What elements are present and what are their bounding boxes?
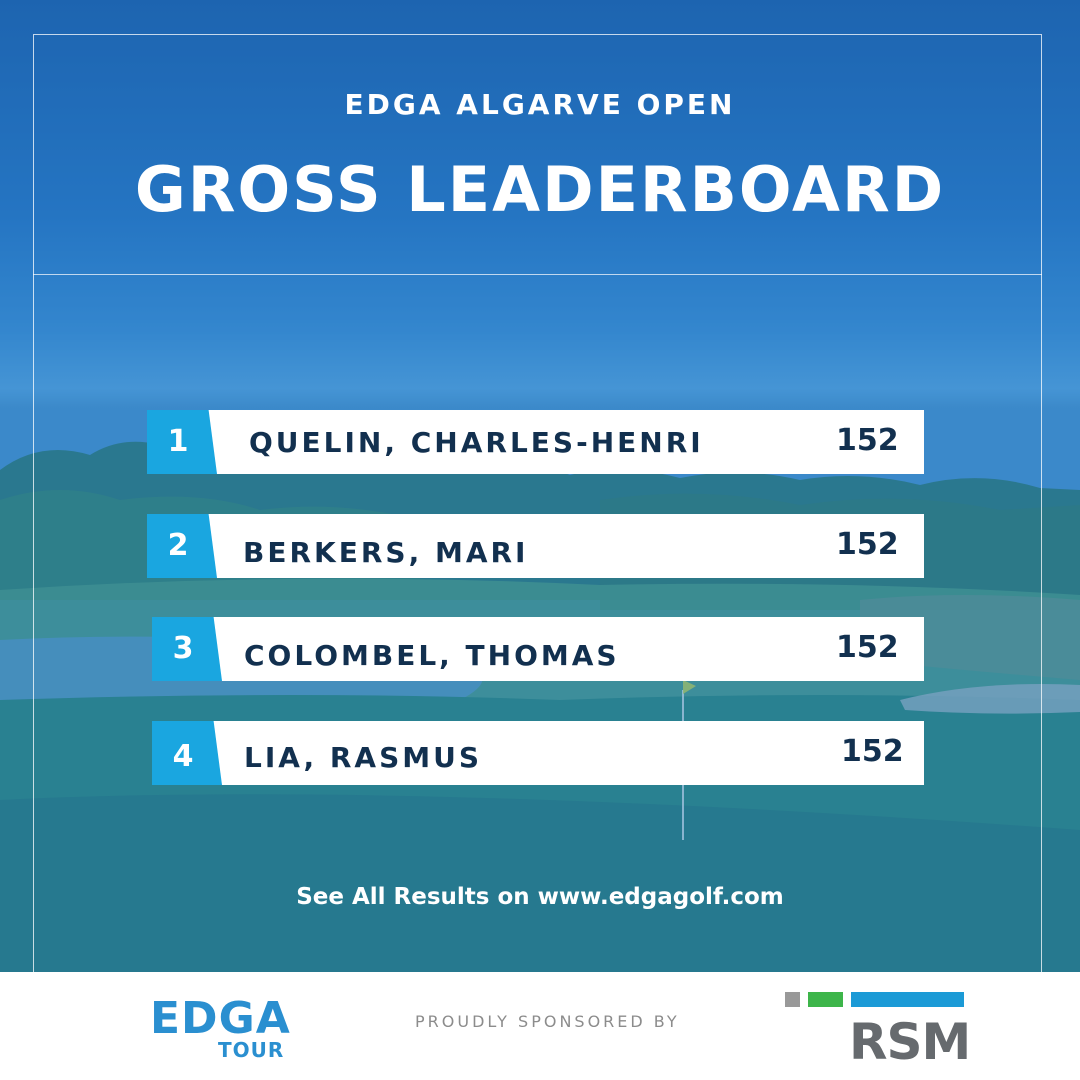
rsm-green-bar	[808, 992, 843, 1007]
results-link[interactable]: See All Results on www.edgagolf.com	[296, 884, 784, 910]
rank-badge	[152, 721, 222, 785]
leaderboard-row: 3 COLOMBEL, THOMAS 152	[152, 617, 924, 681]
rank-number: 4	[172, 739, 194, 774]
player-name: COLOMBEL, THOMAS	[244, 639, 620, 672]
sponsor-label: PROUDLY SPONSORED BY	[415, 1012, 680, 1031]
rsm-logo: RSM	[785, 992, 971, 1072]
row-bar	[152, 617, 924, 681]
player-score: 152	[836, 527, 899, 562]
player-score: 152	[836, 630, 899, 665]
rank-number: 2	[167, 528, 189, 563]
sponsor-footer: EDGA TOUR PROUDLY SPONSORED BY RSM	[0, 972, 1080, 1080]
edga-logo-tour: TOUR	[218, 1038, 285, 1062]
rank-badge	[152, 617, 222, 681]
player-name: LIA, RASMUS	[244, 741, 482, 774]
leaderboard-row: 1 QUELIN, CHARLES-HENRI 152	[147, 410, 924, 474]
row-bar	[147, 410, 924, 474]
player-name: BERKERS, MARI	[243, 536, 529, 569]
row-bar	[152, 721, 924, 785]
leaderboard-row: 4 LIA, RASMUS 152	[152, 721, 924, 785]
player-score: 152	[836, 423, 899, 458]
edga-tour-logo: EDGA TOUR	[150, 994, 300, 1064]
leaderboard-row: 2 BERKERS, MARI 152	[147, 514, 924, 578]
rsm-grey-bar	[785, 992, 800, 1007]
rank-badge	[147, 514, 217, 578]
row-bar	[147, 514, 924, 578]
rank-badge	[147, 410, 217, 474]
page-title: GROSS LEADERBOARD	[134, 153, 946, 226]
header-divider	[33, 274, 1042, 275]
rsm-logo-word: RSM	[849, 1013, 971, 1071]
rsm-blue-bar	[851, 992, 964, 1007]
event-title: EDGA ALGARVE OPEN	[344, 88, 736, 121]
player-score: 152	[841, 734, 904, 769]
edga-logo-word: EDGA	[150, 993, 291, 1044]
player-name: QUELIN, CHARLES-HENRI	[249, 426, 704, 459]
rank-number: 1	[167, 424, 189, 459]
rank-number: 3	[172, 631, 194, 666]
